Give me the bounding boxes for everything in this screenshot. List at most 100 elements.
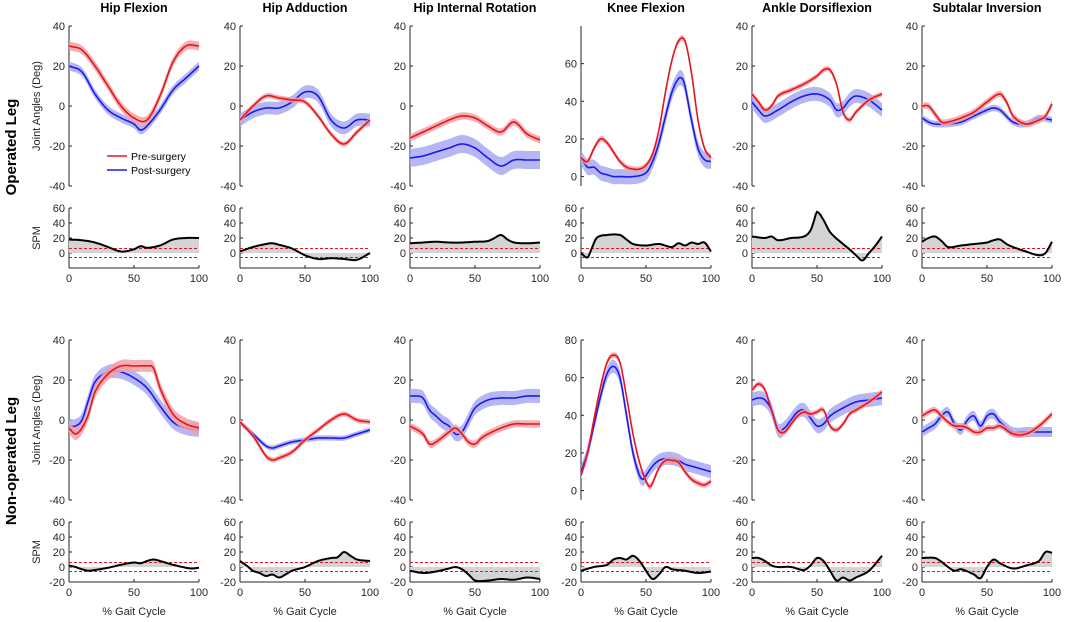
x-tick-label: 50 — [128, 273, 140, 285]
column-title-3: Knee Flexion — [607, 1, 685, 15]
spm-y-tick-label: 20 — [53, 547, 65, 559]
spm-area — [240, 243, 370, 261]
y-tick-label: 20 — [906, 61, 918, 73]
y-tick-label: 0 — [59, 101, 65, 113]
pre-surgery-line — [921, 409, 1053, 436]
y-tick-label: 20 — [53, 61, 65, 73]
spm-y-tick-label: 20 — [565, 233, 577, 245]
post-surgery-line — [239, 90, 370, 129]
y-tick-label: 40 — [53, 335, 65, 347]
y-tick-label: 40 — [394, 21, 406, 33]
x-tick-label: 100 — [361, 587, 379, 599]
spm-area — [752, 555, 882, 581]
spm-y-tick-label: 40 — [906, 218, 918, 230]
spm-y-axis-label: SPM — [31, 226, 43, 250]
post-surgery-line — [409, 143, 540, 167]
x-tick-label: 0 — [919, 587, 925, 599]
pre-surgery-band — [240, 93, 370, 147]
legend-post-label: Post-surgery — [131, 165, 191, 177]
y-tick-label: 0 — [400, 415, 406, 427]
y-tick-label: 40 — [394, 335, 406, 347]
y-tick-label: -40 — [732, 181, 748, 193]
spm-curve — [409, 233, 541, 245]
spm-y-tick-label: 20 — [565, 547, 577, 559]
post-surgery-band — [410, 388, 540, 442]
x-tick-label: 0 — [237, 587, 243, 599]
y-tick-label: 20 — [224, 61, 236, 73]
spm-y-tick-label: 40 — [224, 532, 236, 544]
spm-y-tick-label: 0 — [912, 562, 918, 574]
spm-y-tick-label: -20 — [390, 577, 406, 589]
pre-surgery-band — [752, 66, 882, 123]
x-tick-label: 100 — [873, 273, 891, 285]
x-tick-label: 0 — [407, 587, 413, 599]
x-axis-label: % Gait Cycle — [955, 606, 1019, 618]
spm-y-tick-label: 60 — [736, 203, 748, 215]
spm-y-tick-label: 40 — [736, 532, 748, 544]
spm-y-tick-label: 0 — [912, 248, 918, 260]
y-tick-label: -20 — [220, 141, 236, 153]
spm-y-tick-label: 60 — [565, 203, 577, 215]
x-tick-label: 50 — [640, 587, 652, 599]
spm-area — [922, 236, 1052, 256]
spm-y-tick-label: 40 — [906, 532, 918, 544]
y-tick-label: 0 — [59, 415, 65, 427]
spm-y-axis-label: SPM — [31, 540, 43, 564]
spm-y-tick-label: 0 — [571, 248, 577, 260]
column-title-2: Hip Internal Rotation — [414, 1, 537, 15]
spm-curve — [580, 233, 712, 259]
x-tick-label: 0 — [66, 273, 72, 285]
spm-y-tick-label: 60 — [394, 517, 406, 529]
x-tick-label: 100 — [531, 587, 549, 599]
y-tick-label: 20 — [394, 375, 406, 387]
spm-y-tick-label: 20 — [906, 233, 918, 245]
pre-surgery-line — [239, 94, 371, 145]
y-tick-label: -20 — [220, 455, 236, 467]
spm-curve — [239, 550, 371, 579]
x-tick-label: 50 — [981, 587, 993, 599]
y-tick-label: -20 — [390, 141, 406, 153]
spm-y-tick-label: 20 — [224, 233, 236, 245]
y-tick-label: -40 — [390, 181, 406, 193]
column-title-4: Ankle Dorsiflexion — [762, 1, 872, 15]
spm-y-tick-label: -20 — [732, 577, 748, 589]
spm-y-tick-label: 0 — [59, 562, 65, 574]
post-surgery-line — [751, 92, 883, 117]
y-tick-label: 60 — [565, 373, 577, 385]
pre-surgery-line — [580, 354, 712, 488]
y-tick-label: 40 — [565, 96, 577, 108]
y-tick-label: 0 — [912, 415, 918, 427]
post-surgery-band — [581, 70, 711, 185]
pre-surgery-band — [69, 40, 199, 126]
y-tick-label: -40 — [902, 181, 918, 193]
angle-y-axis-label: Joint Angles (Deg) — [31, 375, 43, 465]
spm-curve — [752, 555, 883, 582]
x-tick-label: 100 — [190, 587, 208, 599]
x-tick-label: 0 — [237, 273, 243, 285]
x-tick-label: 100 — [531, 273, 549, 285]
pre-surgery-band — [69, 359, 199, 440]
spm-curve — [68, 558, 200, 572]
pre-surgery-line — [239, 413, 371, 461]
pre-surgery-band — [581, 35, 711, 173]
spm-y-tick-label: 0 — [742, 562, 748, 574]
spm-area — [922, 551, 1052, 579]
post-surgery-line — [580, 76, 712, 178]
column-title-0: Hip Flexion — [100, 1, 167, 15]
x-tick-label: 100 — [190, 273, 208, 285]
pre-surgery-line — [751, 67, 883, 121]
y-tick-label: 20 — [53, 375, 65, 387]
x-tick-label: 0 — [749, 273, 755, 285]
spm-y-tick-label: 20 — [224, 547, 236, 559]
spm-y-tick-label: 60 — [224, 203, 236, 215]
y-tick-label: -40 — [902, 495, 918, 507]
x-tick-label: 100 — [361, 273, 379, 285]
angle-y-axis-label: Joint Angles (Deg) — [31, 61, 43, 151]
spm-y-tick-label: 20 — [736, 233, 748, 245]
y-tick-label: 0 — [571, 172, 577, 184]
x-tick-label: 0 — [578, 273, 584, 285]
x-tick-label: 50 — [981, 273, 993, 285]
x-tick-label: 100 — [873, 587, 891, 599]
pre-surgery-line — [409, 115, 541, 141]
